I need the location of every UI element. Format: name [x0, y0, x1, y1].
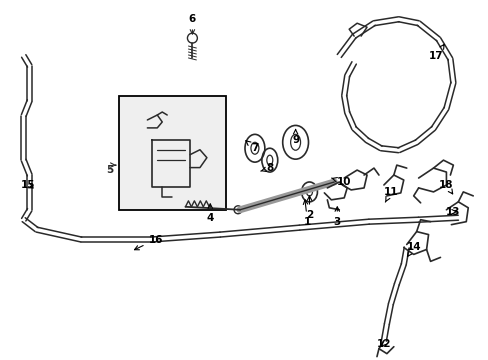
Text: 12: 12	[376, 339, 390, 349]
Text: 6: 6	[188, 14, 196, 34]
Text: 16: 16	[134, 234, 163, 250]
Text: 1: 1	[303, 200, 310, 227]
Text: 11: 11	[383, 187, 397, 202]
Text: 10: 10	[331, 177, 351, 187]
Text: 3: 3	[333, 207, 340, 227]
Text: 9: 9	[291, 129, 299, 145]
Text: 17: 17	[428, 44, 443, 61]
Text: 14: 14	[406, 243, 420, 256]
Text: 4: 4	[206, 204, 214, 223]
Bar	[119, 96, 225, 210]
Text: 8: 8	[260, 163, 273, 173]
Text: 5: 5	[105, 165, 113, 175]
Text: 13: 13	[445, 207, 460, 217]
Text: 18: 18	[438, 180, 453, 194]
Text: 2: 2	[305, 196, 312, 220]
Text: 15: 15	[20, 180, 35, 190]
Text: 7: 7	[245, 141, 258, 153]
